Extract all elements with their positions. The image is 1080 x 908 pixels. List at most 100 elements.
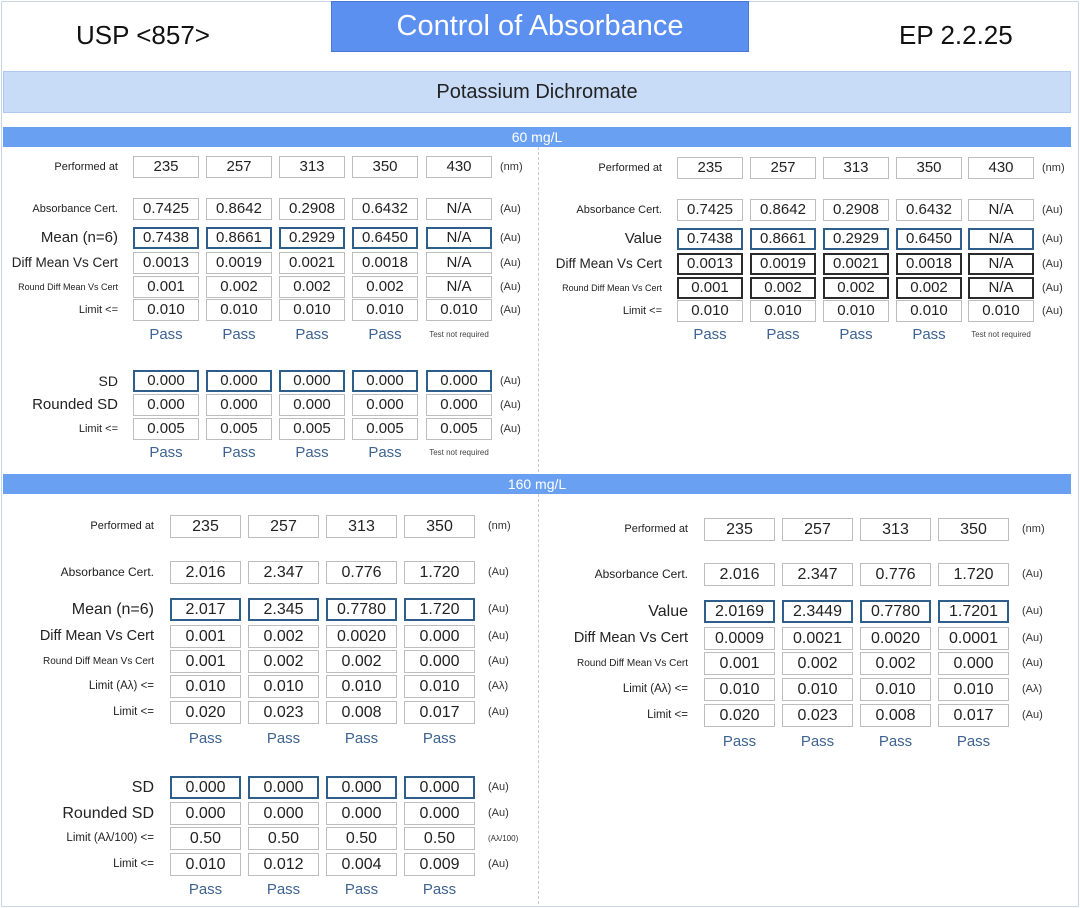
s160-left-mean-n-6-cell: 2.345: [248, 598, 319, 621]
s160-left-round-diff-mean-vs-cert-label: Round Diff Mean Vs Cert: [43, 656, 154, 667]
s160-right-performed-at-unit: (nm): [1022, 523, 1045, 535]
s60-left-absorbance-cert-cell: 0.6432: [352, 198, 418, 220]
s160-right-limit-al-cell: 0.010: [938, 678, 1009, 701]
s60-right-round-diff-mean-vs-cert-cell: N/A: [968, 277, 1034, 299]
s160-left-diff-mean-vs-cert-cell: 0.0020: [326, 625, 397, 648]
s60-right-performed-at-cell: 313: [823, 157, 889, 179]
s60-right-limit-result: Pass: [839, 326, 873, 343]
s60-left-absorbance-cert-cell: 0.2908: [279, 198, 345, 220]
s60-left-performed-at-cell: 257: [206, 156, 272, 178]
s160-left-sd-sd-unit: (Au): [488, 781, 509, 793]
s160-left-performed-at-cell: 350: [404, 515, 475, 538]
s160-left-sd-limit-al100-cell: 0.50: [248, 827, 319, 850]
s160-left-sd-sd-cell: 0.000: [170, 776, 241, 799]
s60-left-absorbance-cert-label: Absorbance Cert.: [32, 203, 118, 215]
s60-left-diff-mean-vs-cert-label: Diff Mean Vs Cert: [11, 255, 118, 270]
s160-left-mean-n-6-label: Mean (n=6): [71, 601, 154, 618]
s160-left-limit-al-cell: 0.010: [170, 675, 241, 698]
s160-left-sd-rounded-sd-unit: (Au): [488, 807, 509, 819]
s60-right-limit-cell: 0.010: [896, 300, 962, 322]
s160-left-limit-cell: 0.017: [404, 701, 475, 724]
s60-left-limit-cell: 0.010: [426, 299, 492, 321]
s60-right-performed-at-label: Performed at: [598, 162, 662, 174]
s60-left-limit-label: Limit <=: [78, 304, 118, 316]
s60-left-sd-limit-unit: (Au): [500, 423, 521, 435]
s60-right-absorbance-cert-cell: 0.8642: [750, 199, 816, 221]
column-divider-160: [538, 494, 539, 904]
s160-right-diff-mean-vs-cert-cell: 0.0021: [782, 627, 853, 650]
usp-reference: USP <857>: [76, 20, 210, 50]
s60-left-limit-cell: 0.010: [206, 299, 272, 321]
s160-right-limit-label: Limit <=: [647, 709, 688, 721]
s160-left-diff-mean-vs-cert-cell: 0.001: [170, 625, 241, 648]
s160-left-limit-cell: 0.008: [326, 701, 397, 724]
s160-left-limit-cell: 0.023: [248, 701, 319, 724]
s160-right-limit-result: Pass: [956, 733, 991, 750]
s160-left-sd-rounded-sd-cell: 0.000: [248, 802, 319, 825]
s60-left-sd-sd-cell: 0.000: [206, 370, 272, 392]
s160-right-limit-cell: 0.023: [782, 704, 853, 727]
s60-left-sd-sd-cell: 0.000: [133, 370, 199, 392]
s160-right-round-diff-mean-vs-cert-cell: 0.001: [704, 652, 775, 675]
s60-right-round-diff-mean-vs-cert-cell: 0.002: [750, 277, 816, 299]
s60-right-limit-label: Limit <=: [622, 305, 662, 317]
s60-right-diff-mean-vs-cert-cell: 0.0013: [677, 253, 743, 275]
s60-left-sd-result: Pass: [149, 444, 183, 461]
s60-left-sd-limit-cell: 0.005: [206, 418, 272, 440]
s160-right-limit-result: Pass: [878, 733, 913, 750]
s60-left-round-diff-mean-vs-cert-cell: 0.002: [279, 276, 345, 298]
s160-right-round-diff-mean-vs-cert-cell: 0.000: [938, 652, 1009, 675]
s60-left-limit-unit: (Au): [500, 304, 521, 316]
s160-right-value-cell: 1.7201: [938, 600, 1009, 623]
s160-left-sd-limit-cell: 0.009: [404, 853, 475, 876]
s60-left-round-diff-mean-vs-cert-cell: 0.001: [133, 276, 199, 298]
s160-left-limit-result: Pass: [266, 730, 301, 747]
s60-right-value-cell: 0.7438: [677, 228, 743, 250]
s60-left-performed-at-cell: 430: [426, 156, 492, 178]
s60-left-performed-at-cell: 313: [279, 156, 345, 178]
s60-left-absorbance-cert-unit: (Au): [500, 203, 521, 215]
s160-left-performed-at-cell: 257: [248, 515, 319, 538]
s60-left-limit-result: Pass: [368, 326, 402, 343]
s60-left-mean-n-6-cell: 0.7438: [133, 227, 199, 249]
s160-left-performed-at-cell: 235: [170, 515, 241, 538]
s160-left-round-diff-mean-vs-cert-cell: 0.001: [170, 650, 241, 673]
s60-left-limit-cell: 0.010: [133, 299, 199, 321]
s160-right-limit-al-label: Limit (Aλ) <=: [622, 683, 688, 695]
s160-left-sd-result: Pass: [188, 881, 223, 898]
s160-right-diff-mean-vs-cert-cell: 0.0020: [860, 627, 931, 650]
s160-left-limit-result: Pass: [188, 730, 223, 747]
s60-right-absorbance-cert-unit: (Au): [1042, 204, 1063, 216]
s160-right-absorbance-cert-cell: 0.776: [860, 563, 931, 586]
s60-left-absorbance-cert-cell: N/A: [426, 198, 492, 220]
s160-left-performed-at-label: Performed at: [90, 520, 154, 532]
s160-left-limit-label: Limit <=: [113, 706, 154, 718]
s60-left-sd-rounded-sd-cell: 0.000: [352, 394, 418, 416]
s160-left-absorbance-cert-unit: (Au): [488, 566, 509, 578]
s60-left-sd-rounded-sd-cell: 0.000: [279, 394, 345, 416]
s160-left-sd-limit-cell: 0.012: [248, 853, 319, 876]
s60-left-diff-mean-vs-cert-unit: (Au): [500, 257, 521, 269]
s160-left-sd-limit-unit: (Au): [488, 858, 509, 870]
s60-left-sd-limit-cell: 0.005: [133, 418, 199, 440]
s60-left-sd-rounded-sd-cell: 0.000: [206, 394, 272, 416]
s160-left-mean-n-6-cell: 1.720: [404, 598, 475, 621]
s60-left-performed-at-unit: (nm): [500, 161, 523, 173]
s60-left-mean-n-6-unit: (Au): [500, 232, 521, 244]
s60-right-diff-mean-vs-cert-cell: 0.0018: [896, 253, 962, 275]
s60-left-sd-result: Test not required: [429, 448, 489, 457]
s160-left-sd-rounded-sd-cell: 0.000: [326, 802, 397, 825]
s160-left-limit-al-unit: (Aλ): [488, 680, 509, 692]
s160-left-absorbance-cert-cell: 2.016: [170, 561, 241, 584]
s160-right-performed-at-cell: 350: [938, 518, 1009, 541]
s60-left-sd-rounded-sd-cell: 0.000: [426, 394, 492, 416]
s160-right-limit-cell: 0.008: [860, 704, 931, 727]
s160-left-sd-sd-label: SD: [131, 779, 154, 796]
s160-right-limit-al-cell: 0.010: [704, 678, 775, 701]
s160-left-absorbance-cert-cell: 0.776: [326, 561, 397, 584]
s60-right-value-label: Value: [624, 230, 662, 247]
s60-right-absorbance-cert-cell: 0.7425: [677, 199, 743, 221]
s60-right-round-diff-mean-vs-cert-label: Round Diff Mean Vs Cert: [562, 283, 662, 293]
s160-left-sd-limit-al100-label: Limit (Aλ/100) <=: [66, 832, 154, 844]
s160-left-sd-limit-cell: 0.004: [326, 853, 397, 876]
